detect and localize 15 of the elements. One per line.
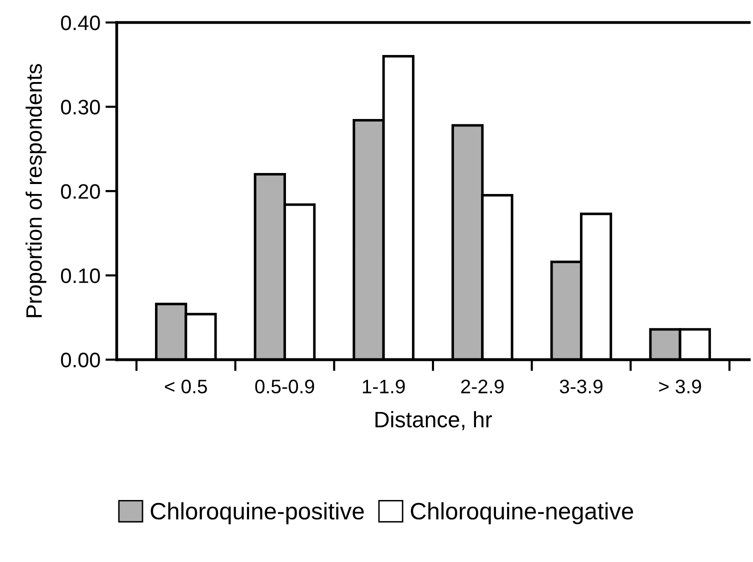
x-tick-label: 1-1.9 (362, 380, 405, 394)
x-tick-label: 3-3.9 (560, 380, 602, 394)
y-tick-label: 0.00 (61, 352, 100, 368)
y-tick-label: 0.30 (61, 100, 100, 115)
legend-label: Chloroquine-positive (150, 502, 364, 524)
y-axis-title: Proportion of respondents (26, 64, 46, 318)
y-tick-label: 0.20 (61, 184, 100, 199)
legend-label: Chloroquine-negative (410, 502, 634, 524)
y-tick-label: 0.10 (61, 268, 100, 284)
x-tick-label: 0.5-0.9 (255, 380, 314, 394)
x-axis-title: Distance, hr (376, 411, 492, 430)
x-tick-label: 2-2.9 (461, 380, 504, 394)
x-tick-label: < 0.5 (164, 380, 207, 394)
x-tick-label: > 3.9 (659, 380, 702, 394)
y-tick-label: 0.40 (61, 15, 100, 30)
